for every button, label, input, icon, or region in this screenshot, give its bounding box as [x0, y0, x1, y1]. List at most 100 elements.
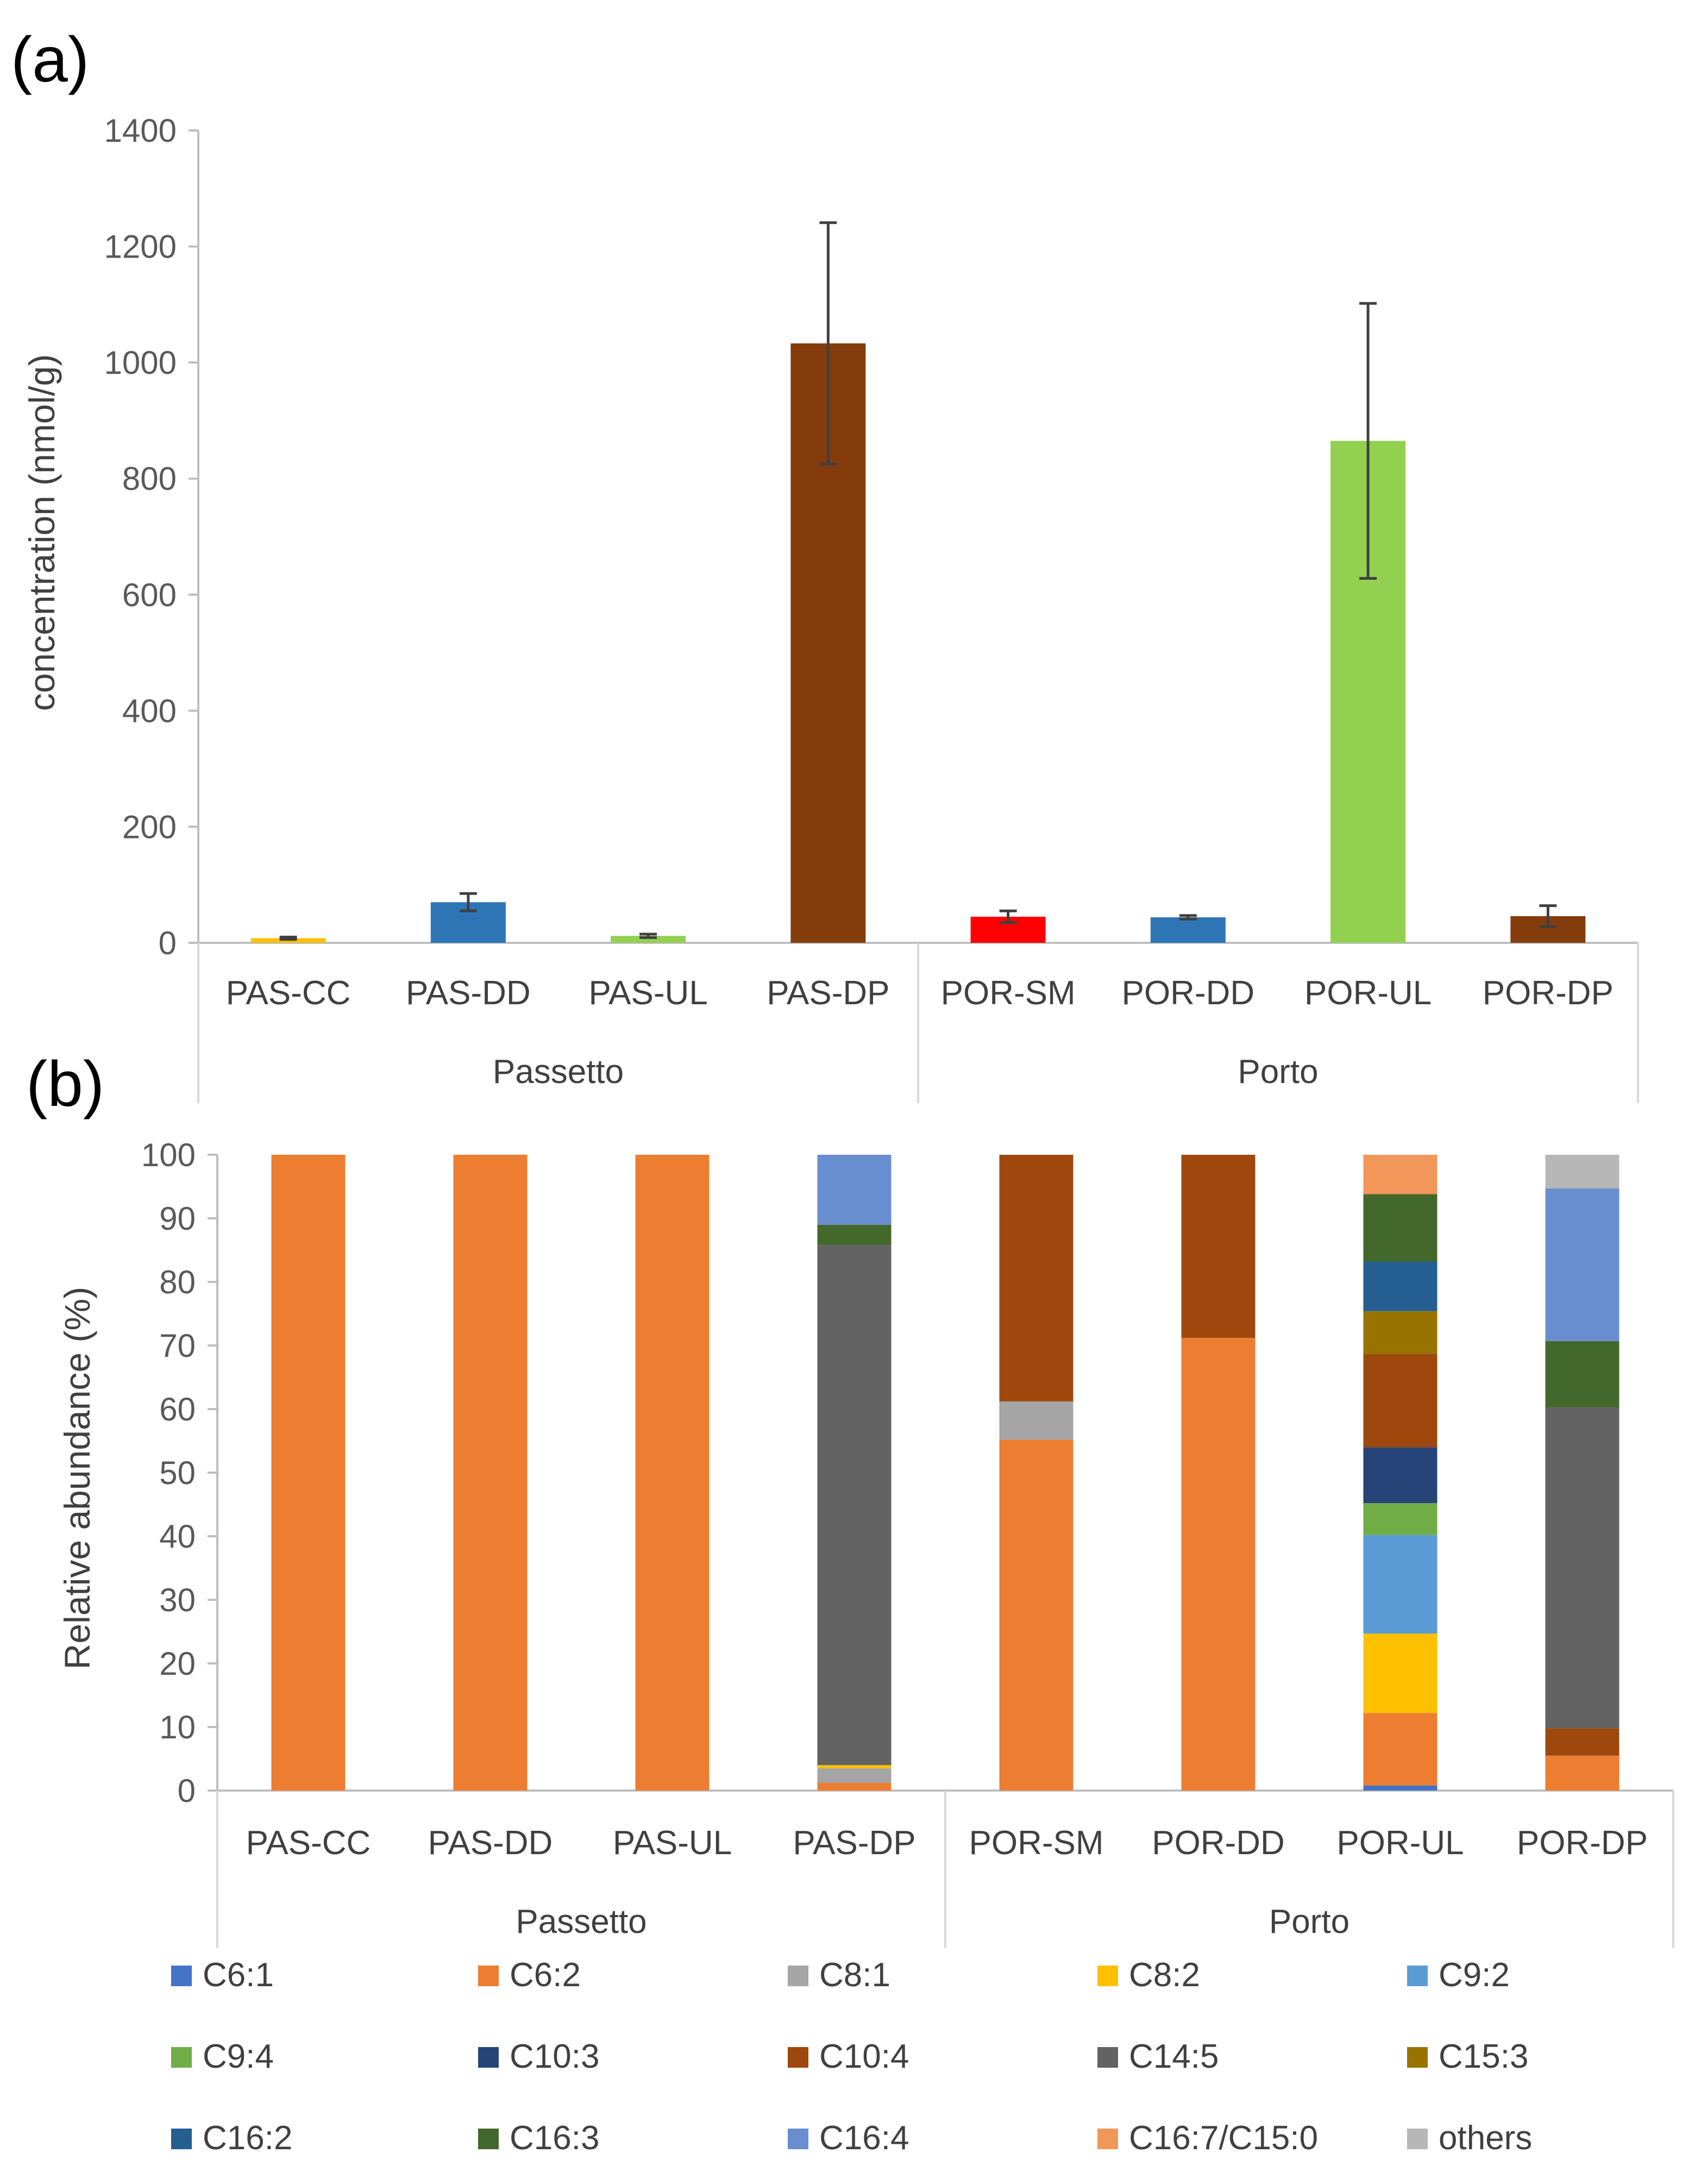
- panel-b-segment-c16-2: [1363, 1261, 1437, 1311]
- panel-a-category-label: POR-DD: [1122, 974, 1255, 1012]
- panel-b-segment-others: [1545, 1155, 1619, 1189]
- legend-swatch: [788, 2047, 808, 2068]
- legend-label: C10:3: [510, 2038, 599, 2075]
- panel-a-error-bar-por-dd: [1179, 914, 1197, 921]
- panel-a-group-label: Porto: [1238, 1053, 1318, 1091]
- panel-a-error-bar-por-dp: [1539, 904, 1557, 928]
- panel-a-y-tick-label: 800: [122, 461, 177, 497]
- panel-b-segment-c9-4: [1363, 1503, 1437, 1535]
- panel-b-segment-c16-7-c15-0: [1363, 1155, 1437, 1194]
- panel-b-segment-c8-1: [999, 1401, 1074, 1440]
- legend-swatch: [1097, 2129, 1118, 2149]
- panel-b-stack-por-sm: [999, 1155, 1074, 1791]
- legend-label: C9:4: [203, 2038, 274, 2075]
- panel-b-stack-pas-ul: [635, 1155, 710, 1791]
- panel-a-category-label: PAS-DP: [767, 974, 889, 1012]
- panel-a-error-bar-pas-cc: [279, 935, 297, 941]
- panel-a-group-labels: Passetto Porto: [493, 1053, 1319, 1091]
- panel-a-category-label: PAS-UL: [588, 974, 707, 1012]
- panel-b-y-tick-label: 90: [159, 1200, 196, 1237]
- panel-a-category-label: POR-SM: [941, 974, 1076, 1012]
- panel-b-segment-c14-5: [817, 1245, 892, 1766]
- panel-b-segment-c15-3: [1363, 1311, 1437, 1354]
- panel-b-y-tick-label: 30: [159, 1582, 196, 1618]
- panel-a-error-bar-por-sm: [999, 909, 1017, 924]
- panel-b-segment-c8-1: [817, 1768, 892, 1783]
- panel-b-segment-c16-3: [817, 1224, 892, 1246]
- panel-b-category-label: POR-DD: [1152, 1824, 1285, 1862]
- panel-b-stacked-bars: [271, 1155, 1619, 1791]
- legend-item-c9-4: C9:4: [171, 2038, 274, 2075]
- panel-a-label: (a): [11, 24, 89, 96]
- legend-swatch: [788, 1966, 808, 1986]
- legend-label: C10:4: [819, 2038, 909, 2075]
- panel-a-y-tick-label: 600: [122, 577, 177, 613]
- panel-b-segment-c10-4: [1181, 1155, 1255, 1338]
- legend-label: C9:2: [1439, 1956, 1510, 1994]
- legend-item-c10-4: C10:4: [788, 2038, 909, 2075]
- panel-a-y-tick-label: 1400: [104, 112, 177, 149]
- legend-label: C16:3: [510, 2119, 599, 2157]
- panel-b-segment-c16-4: [1545, 1188, 1619, 1341]
- panel-b-category-label: POR-UL: [1336, 1824, 1464, 1862]
- panel-a-error-bar-pas-dp: [819, 221, 837, 466]
- panel-b-y-tick-label: 80: [159, 1264, 196, 1300]
- legend-label: C16:2: [203, 2119, 292, 2157]
- panel-b-y-tick-label: 100: [141, 1137, 196, 1173]
- panel-b-segment-c16-4: [817, 1155, 892, 1225]
- legend-label: C16:4: [819, 2119, 909, 2157]
- legend-swatch: [1407, 2129, 1428, 2149]
- legend-item-others: others: [1407, 2119, 1532, 2157]
- panel-b-segment-c6-2: [271, 1155, 346, 1791]
- legend-swatch: [788, 2129, 808, 2149]
- panel-b-stack-pas-dd: [453, 1155, 528, 1791]
- panel-a-category-label: POR-DP: [1483, 974, 1614, 1012]
- panel-a-y-tick-label: 1200: [104, 229, 177, 265]
- panel-b-group-label: Porto: [1269, 1903, 1349, 1941]
- panel-b-segment-c10-3: [1363, 1447, 1437, 1504]
- legend-item-c16-7-c15-0: C16:7/C15:0: [1097, 2119, 1318, 2157]
- panel-b-legend: C6:1 C6:2 C8:1 C8:2 C9:2 C9:4 C10:3 C10:4 C14:5 C…: [171, 1956, 1532, 2157]
- legend-item-c6-1: C6:1: [171, 1956, 274, 1994]
- panel-b-segment-c16-3: [1545, 1341, 1619, 1407]
- panel-a-y-tick-label: 400: [122, 693, 177, 729]
- legend-label: C8:1: [819, 1956, 890, 1994]
- panel-b-segment-c6-2: [817, 1782, 892, 1791]
- panel-b-segment-c6-2: [1545, 1755, 1619, 1791]
- panel-b-category-label: POR-SM: [969, 1824, 1104, 1862]
- panel-b-segment-c16-3: [1363, 1194, 1437, 1262]
- legend-swatch: [478, 2129, 499, 2149]
- panel-b-label: (b): [26, 1048, 104, 1120]
- panel-a-category-label: PAS-DD: [406, 974, 531, 1012]
- panel-a-axes: [197, 130, 1639, 1103]
- legend-item-c9-2: C9:2: [1407, 1956, 1510, 1994]
- legend-swatch: [1407, 1966, 1428, 1986]
- panel-b-y-tick-label: 50: [159, 1455, 196, 1491]
- panel-a-category-label: PAS-CC: [226, 974, 351, 1012]
- legend-item-c6-2: C6:2: [478, 1956, 581, 1994]
- legend-item-c14-5: C14:5: [1097, 2038, 1219, 2075]
- panel-b-relative-abundance-chart: (b) Relative abundance (%) 0 10 20 30 40 50 60…: [26, 1048, 1674, 2157]
- panel-b-y-tick-label: 70: [159, 1328, 196, 1364]
- panel-a-category-label: POR-UL: [1304, 974, 1432, 1012]
- panel-a-y-tick-label: 1000: [104, 345, 177, 381]
- panel-b-segment-c6-2: [635, 1155, 710, 1791]
- legend-swatch: [171, 2129, 192, 2149]
- panel-a-group-label: Passetto: [493, 1053, 624, 1091]
- panel-b-segment-c10-4: [1363, 1354, 1437, 1448]
- legend-swatch: [1097, 2047, 1118, 2068]
- panel-b-segment-c6-2: [999, 1440, 1074, 1791]
- legend-label: others: [1439, 2119, 1532, 2157]
- panel-a-error-bars: [279, 221, 1557, 941]
- legend-swatch: [171, 1966, 192, 1986]
- panel-b-segment-c6-2: [1181, 1337, 1255, 1791]
- legend-item-c16-2: C16:2: [171, 2119, 292, 2157]
- panel-b-y-tick-label: 20: [159, 1645, 196, 1682]
- panel-a-bars: [250, 343, 1586, 943]
- panel-b-group-label: Passetto: [516, 1903, 646, 1941]
- legend-label: C6:1: [203, 1956, 274, 1994]
- panel-b-category-label: PAS-UL: [613, 1824, 732, 1862]
- panel-a-bar-pas-ul: [611, 936, 686, 943]
- panel-b-category-label: POR-DP: [1517, 1824, 1648, 1862]
- panel-b-segment-c6-1: [1363, 1785, 1437, 1791]
